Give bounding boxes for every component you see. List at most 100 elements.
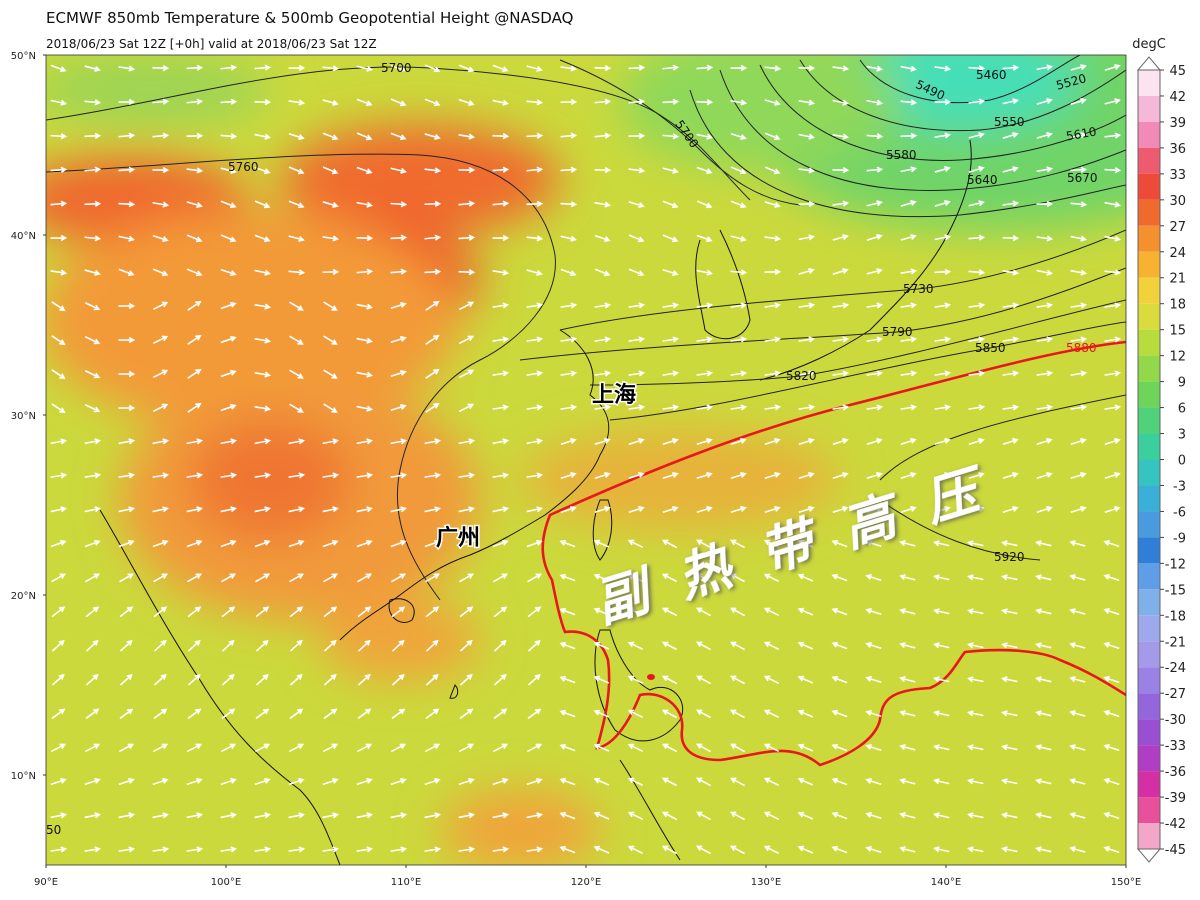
wind-arrow	[866, 65, 884, 72]
lon-tick-label: 140°E	[931, 877, 961, 888]
wind-arrow	[118, 472, 136, 479]
wind-arrow	[1002, 404, 1020, 411]
wind-arrow	[50, 133, 68, 140]
wind-arrow	[492, 269, 510, 276]
wind-arrow	[220, 268, 237, 277]
colorbar-band	[1138, 667, 1160, 694]
wind-arrow	[968, 302, 986, 309]
wind-arrow	[730, 404, 748, 411]
wind-arrow	[118, 404, 136, 412]
wind-arrow	[458, 472, 476, 479]
wind-arrow	[1104, 438, 1121, 445]
wind-arrow	[662, 370, 680, 377]
wind-arrow	[289, 606, 304, 618]
wind-arrow	[1002, 438, 1019, 445]
colorbar-unit: degC	[1132, 37, 1166, 52]
wind-arrow	[1103, 777, 1120, 786]
wind-arrow	[84, 846, 102, 853]
wind-arrow	[1070, 404, 1088, 411]
wind-arrow	[832, 438, 849, 445]
wind-arrow	[695, 607, 711, 617]
wind-arrow	[424, 539, 441, 548]
wind-arrow	[493, 708, 508, 720]
wind-arrow	[390, 98, 407, 107]
wind-arrow	[289, 708, 304, 720]
wind-arrow	[289, 369, 304, 379]
wind-arrow	[661, 845, 678, 855]
wind-arrow	[356, 201, 374, 208]
wind-arrow	[866, 99, 884, 106]
wind-arrow	[865, 675, 882, 684]
wind-arrow	[1035, 608, 1052, 615]
wind-arrow	[84, 472, 102, 479]
wind-arrow	[391, 673, 405, 686]
wind-arrow	[899, 574, 916, 581]
wind-arrow	[424, 234, 442, 241]
wind-arrow	[186, 234, 203, 243]
wind-arrow	[1070, 336, 1088, 343]
colorbar-end	[1136, 848, 1162, 863]
wind-arrow	[357, 606, 372, 618]
wind-arrow	[1070, 98, 1087, 105]
wind-arrow	[288, 99, 306, 106]
colorbar-band	[1138, 70, 1160, 96]
wind-arrow	[1070, 269, 1088, 276]
lon-tick-label: 130°E	[751, 877, 781, 888]
wind-arrow	[593, 539, 610, 548]
contour-label: 5730	[903, 282, 934, 296]
wind-arrow	[220, 234, 237, 243]
wind-arrow	[627, 743, 644, 753]
wind-arrow	[560, 235, 577, 242]
wind-arrow	[1035, 540, 1052, 547]
wind-arrow	[696, 99, 714, 106]
lat-tick-label: 40°N	[11, 231, 36, 242]
wind-arrow	[729, 573, 745, 583]
wind-arrow	[254, 133, 271, 140]
wind-arrow	[764, 235, 782, 242]
contour-label: 5880	[1066, 341, 1097, 355]
colorbar-tick-label: 12	[1169, 350, 1186, 365]
wind-arrow	[322, 65, 340, 72]
colorbar-band	[1138, 303, 1160, 330]
wind-arrow	[152, 98, 170, 105]
wind-arrow	[798, 404, 816, 411]
wind-arrow	[1036, 98, 1053, 105]
wind-arrow	[695, 777, 711, 787]
wind-arrow	[152, 403, 169, 413]
wind-arrow	[559, 641, 576, 650]
wind-arrow	[832, 472, 849, 479]
wind-arrow	[763, 573, 780, 583]
wind-arrow	[220, 167, 237, 174]
wind-arrow	[187, 368, 202, 379]
wind-arrow	[730, 302, 748, 309]
wind-arrow	[968, 336, 986, 343]
wind-arrow	[831, 743, 848, 752]
wind-arrow	[152, 539, 169, 548]
wind-arrow	[866, 404, 884, 411]
colorbar-band	[1138, 277, 1160, 304]
wind-arrow	[84, 743, 101, 753]
wind-arrow	[118, 743, 135, 753]
colorbar-tick-label: 33	[1169, 168, 1186, 183]
wind-arrow	[832, 166, 850, 174]
wind-arrow	[390, 64, 407, 73]
wind-arrow	[729, 845, 745, 855]
wind-arrow	[730, 506, 747, 513]
colorbar-band	[1138, 381, 1160, 408]
wind-arrow	[526, 65, 543, 72]
wind-arrow	[526, 743, 543, 753]
wind-arrow	[458, 438, 476, 445]
wind-arrow	[390, 268, 408, 275]
wind-arrow	[357, 573, 372, 583]
wind-arrow	[1104, 336, 1122, 343]
wind-arrow	[696, 472, 713, 479]
wind-arrow	[152, 166, 170, 174]
wind-arrow	[289, 335, 304, 345]
wind-arrow	[424, 743, 441, 753]
wind-arrow	[322, 743, 339, 753]
wind-arrow	[254, 64, 272, 71]
colorbar-tick-label: -33	[1165, 739, 1186, 754]
wind-arrow	[934, 472, 951, 479]
wind-arrow	[1070, 235, 1087, 242]
wind-arrow	[288, 506, 305, 513]
